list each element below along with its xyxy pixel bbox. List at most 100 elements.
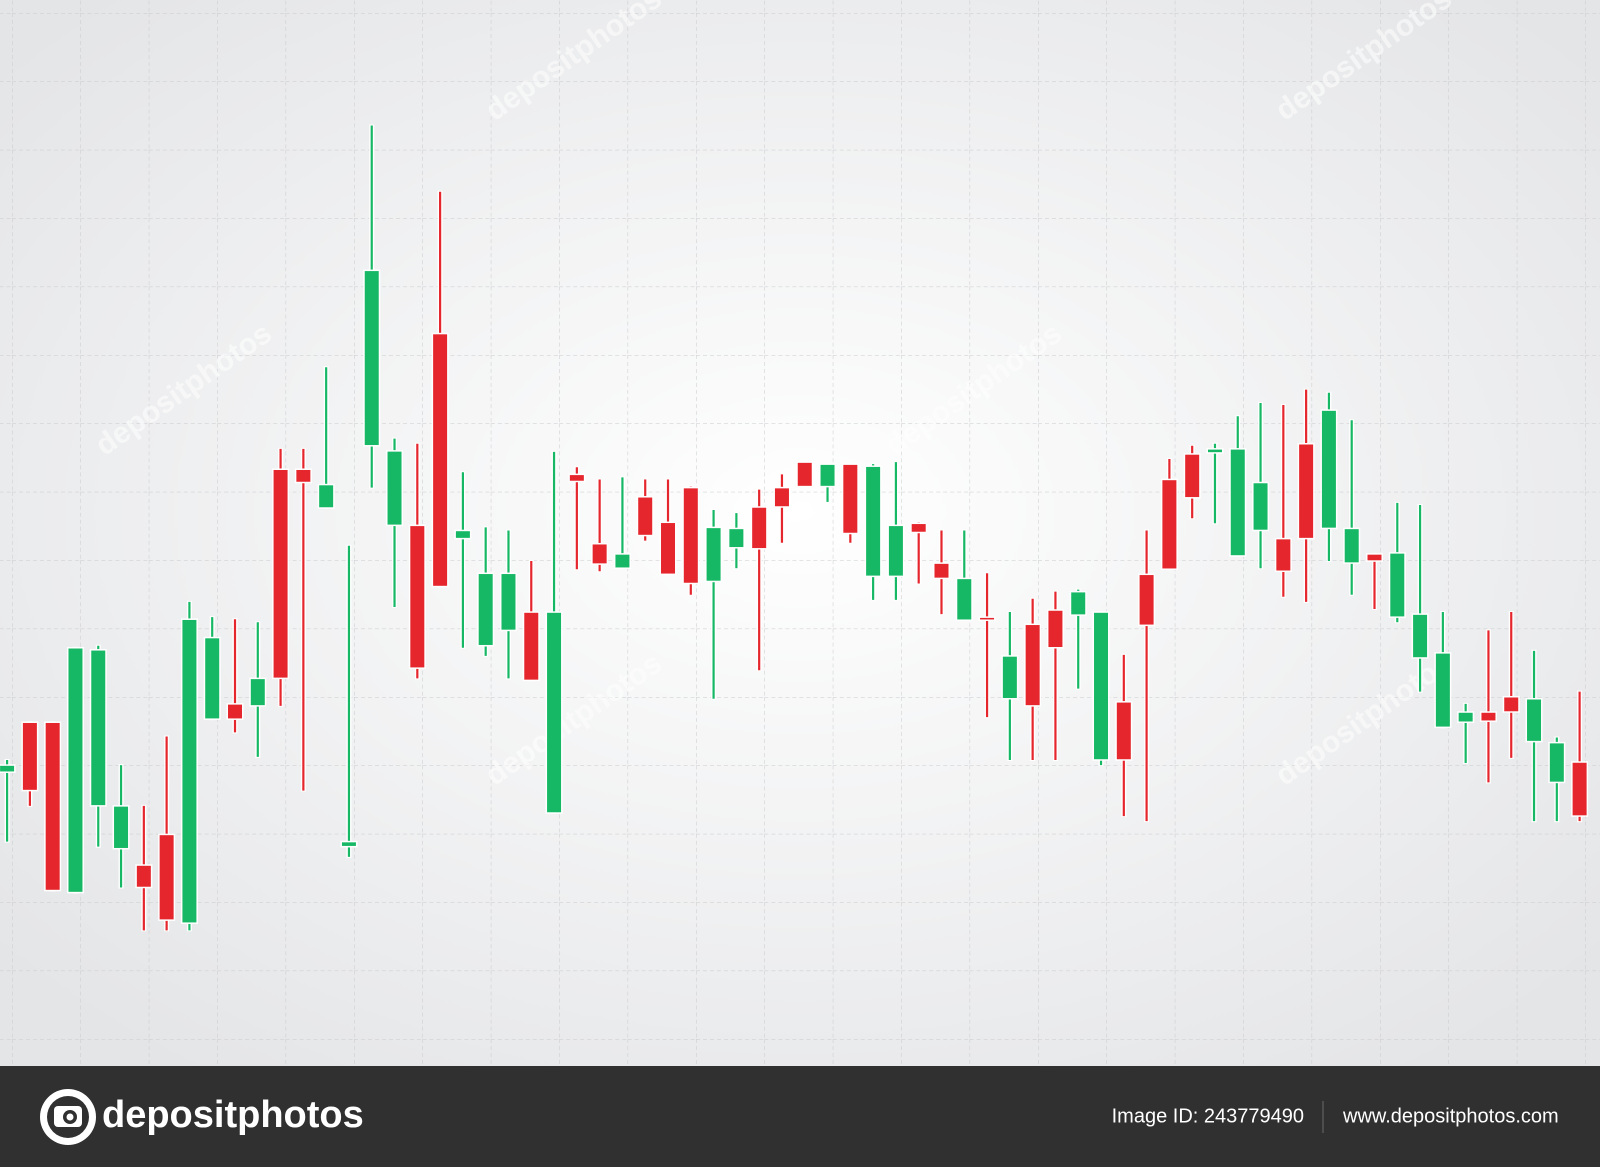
candle <box>1183 444 1201 520</box>
candle <box>1206 442 1224 525</box>
candle-body <box>1548 741 1566 784</box>
candle <box>636 478 654 542</box>
candle <box>1525 649 1543 823</box>
candle-body <box>66 647 84 894</box>
footer-bar <box>0 1066 1600 1167</box>
candle-body <box>522 611 540 682</box>
candle <box>1138 529 1156 823</box>
candle-body <box>89 649 107 807</box>
candle-body <box>841 463 859 535</box>
candle-body <box>272 468 290 680</box>
candle <box>1502 611 1520 759</box>
candle <box>910 521 928 585</box>
candle-body <box>1525 698 1543 743</box>
candle <box>1479 629 1497 784</box>
candle-body <box>1069 590 1087 616</box>
candle <box>363 124 381 489</box>
candle <box>773 473 791 544</box>
candle-body <box>1138 573 1156 627</box>
candle <box>158 735 176 932</box>
candles <box>0 124 1589 932</box>
candle-body <box>1297 442 1315 540</box>
candle <box>545 450 563 815</box>
candle-body <box>750 506 768 550</box>
candle-body <box>112 805 130 850</box>
brand: depositphotos <box>102 1094 364 1136</box>
candle <box>591 478 609 573</box>
candle <box>796 461 814 488</box>
website[interactable]: www.depositphotos.com <box>1342 1105 1559 1127</box>
candle <box>1548 736 1566 823</box>
candle <box>1092 611 1110 767</box>
candle <box>819 463 837 503</box>
candle <box>841 463 859 544</box>
candle-body <box>477 572 495 647</box>
candle-body <box>910 522 928 534</box>
candle <box>613 476 631 570</box>
candle-body <box>21 721 39 792</box>
candle-body <box>659 521 677 576</box>
candle-body <box>431 332 449 588</box>
candle-body <box>887 524 905 578</box>
candle-body <box>1252 481 1270 532</box>
candle-body <box>978 616 996 621</box>
image-id: Image ID: 243779490 <box>1112 1105 1304 1127</box>
candle-body <box>955 577 973 621</box>
candle-body <box>1388 552 1406 618</box>
candle <box>1274 403 1292 598</box>
candle <box>180 600 198 932</box>
candle-body <box>1411 613 1429 659</box>
candle-body <box>1457 711 1475 723</box>
candle <box>112 764 130 889</box>
candle-body <box>636 496 654 537</box>
candle <box>522 560 540 682</box>
candle <box>1434 611 1452 729</box>
candle <box>955 529 973 622</box>
candle <box>340 544 358 858</box>
candle-body <box>203 636 221 720</box>
candle <box>864 463 882 601</box>
candle <box>978 572 996 719</box>
candle-body <box>796 461 814 488</box>
candle <box>705 509 723 700</box>
candle-body <box>1229 448 1247 557</box>
candle <box>682 485 700 596</box>
candle <box>1046 590 1064 761</box>
candle <box>1069 588 1087 690</box>
candle-body <box>727 527 745 549</box>
candle <box>272 447 290 707</box>
candle <box>317 366 335 510</box>
candle <box>0 758 16 843</box>
candle-body <box>1479 711 1497 722</box>
candle-body <box>1434 652 1452 729</box>
candle <box>750 488 768 672</box>
candle <box>203 616 221 721</box>
candle-body <box>158 833 176 921</box>
candle-body <box>294 468 312 484</box>
candle-body <box>864 465 882 578</box>
candle-body <box>1366 553 1383 562</box>
candle <box>44 721 62 892</box>
candle-body <box>545 611 563 814</box>
candle-body <box>1092 611 1110 761</box>
candle <box>727 512 745 570</box>
candle-body <box>180 618 198 924</box>
candle-body <box>1274 537 1292 573</box>
candle-body <box>0 764 16 773</box>
candle <box>1160 458 1178 571</box>
candle <box>386 437 404 608</box>
candle <box>1297 388 1315 603</box>
candle-body <box>317 483 335 509</box>
candle <box>1001 611 1019 761</box>
candle-body <box>1115 701 1133 761</box>
candle-body <box>568 473 586 483</box>
grid <box>0 0 1600 1066</box>
candle-body <box>1502 695 1520 713</box>
candle-body <box>1183 453 1201 499</box>
candle-body <box>44 721 62 892</box>
candle <box>659 478 677 576</box>
candle <box>66 646 84 894</box>
candle-body <box>135 864 153 889</box>
